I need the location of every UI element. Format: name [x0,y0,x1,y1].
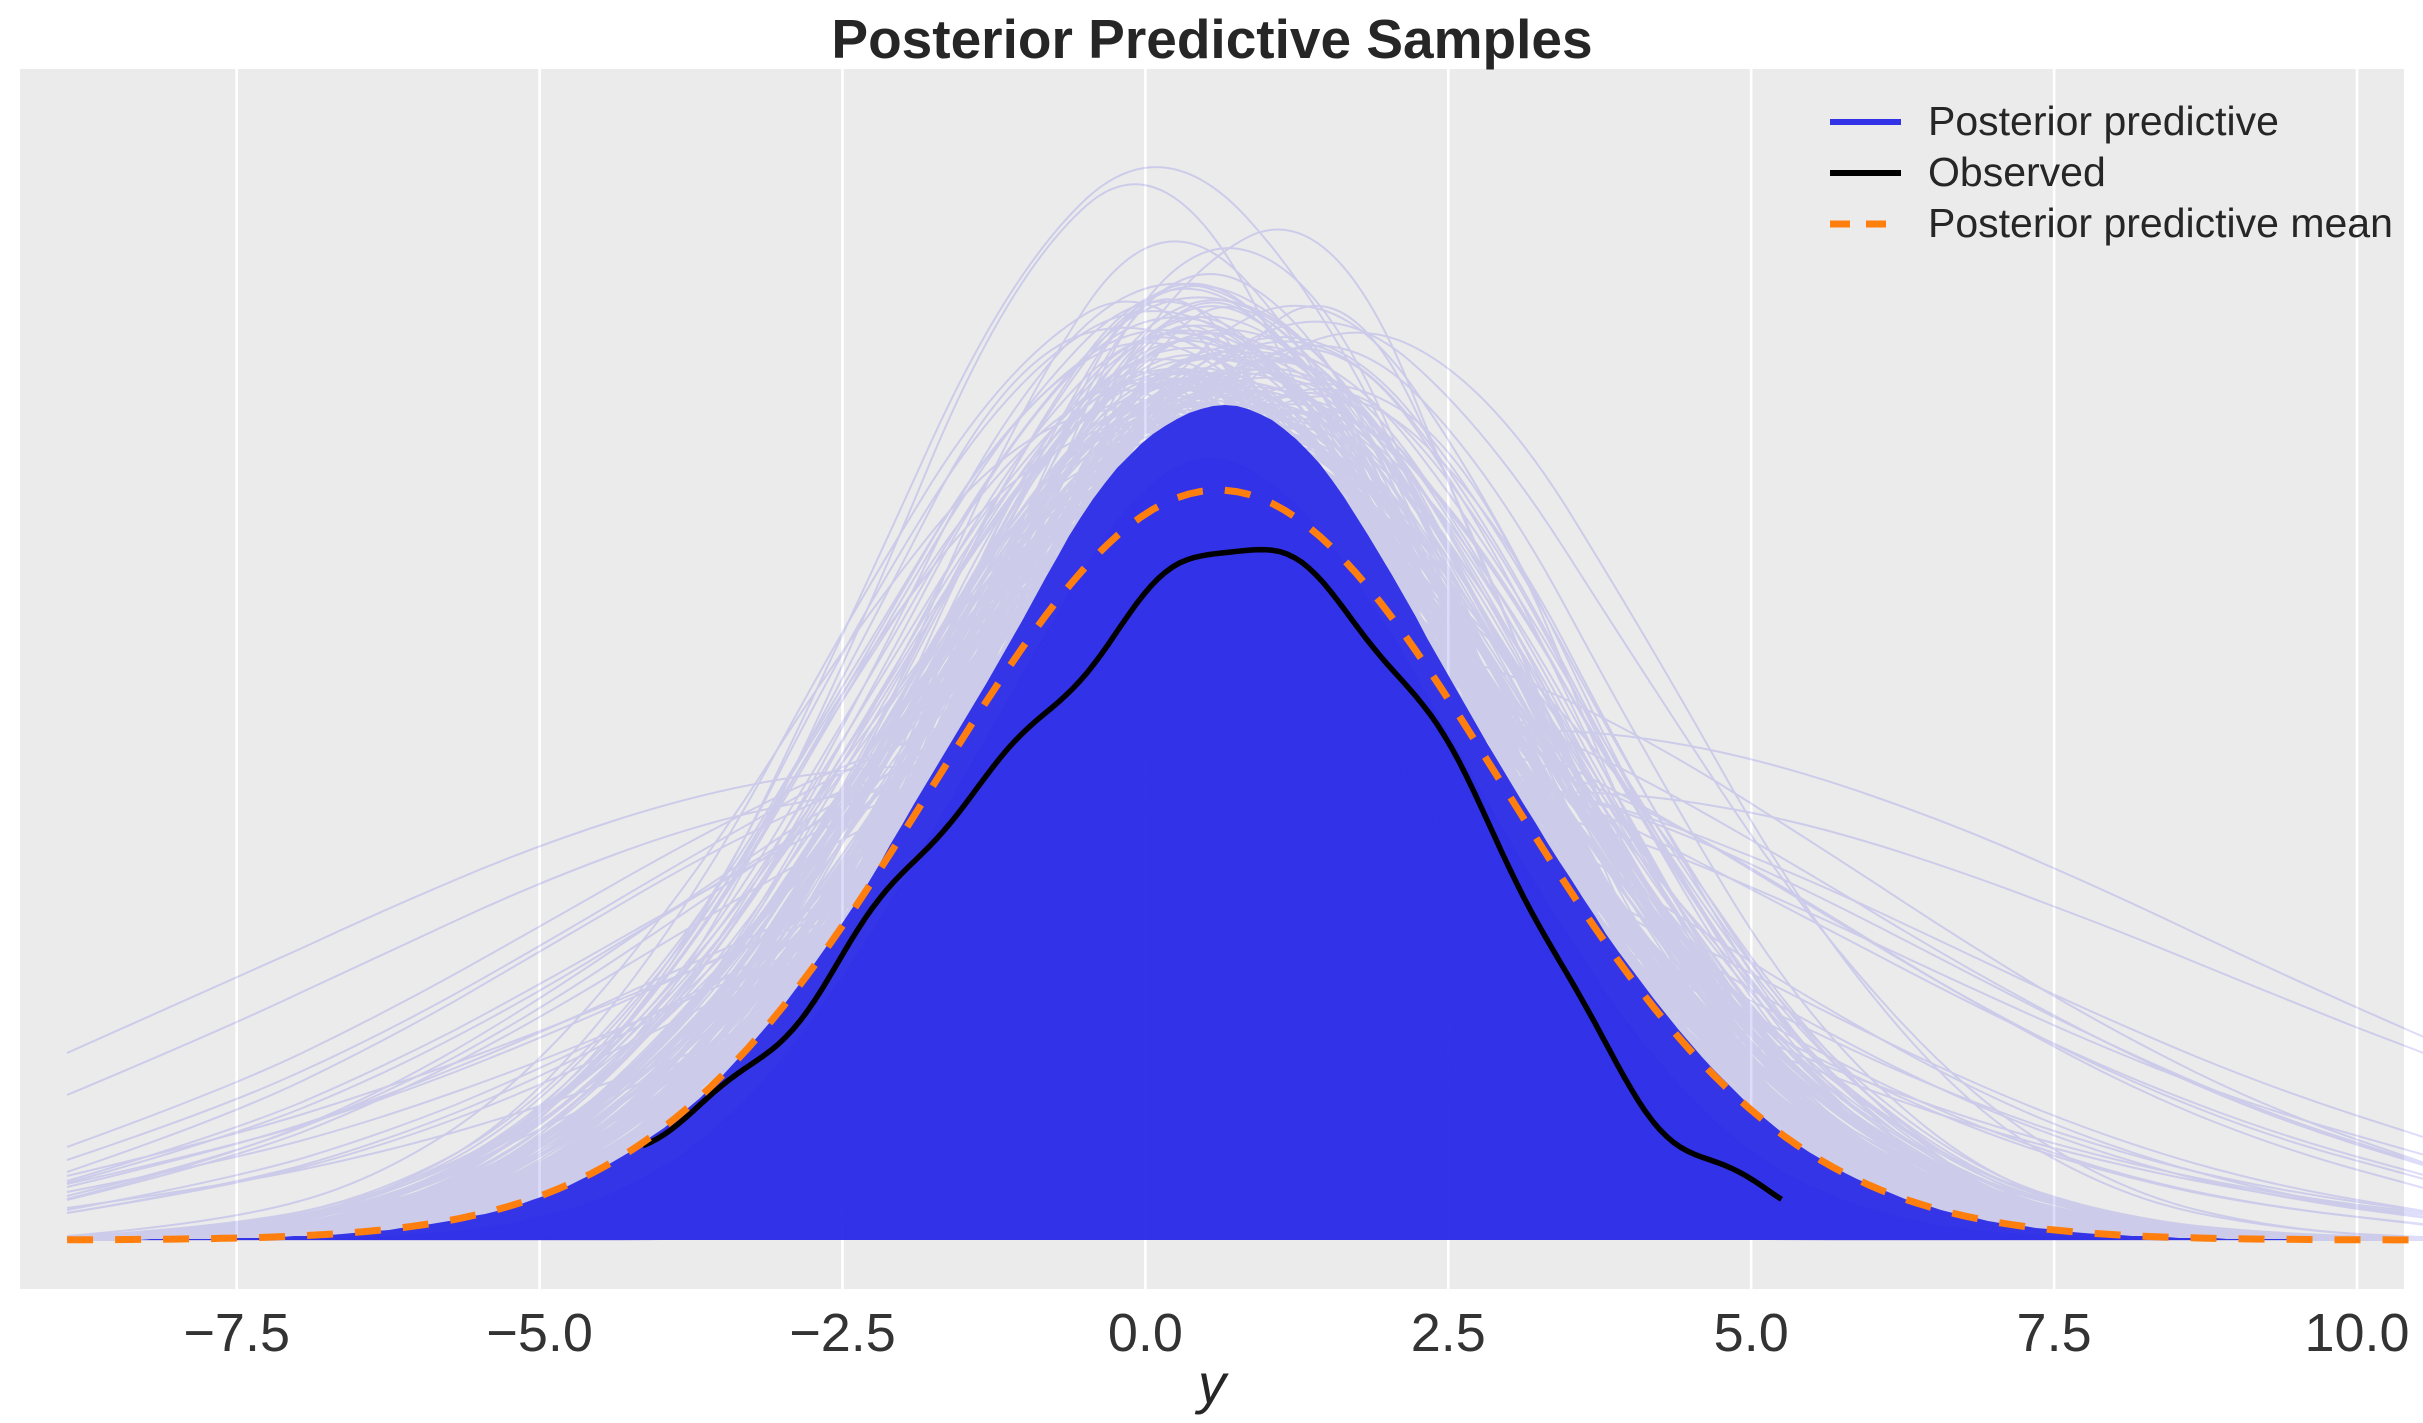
svg-text:5.0: 5.0 [1714,1303,1789,1363]
svg-text:0.0: 0.0 [1108,1303,1183,1363]
svg-text:2.5: 2.5 [1411,1303,1486,1363]
svg-text:Posterior predictive mean: Posterior predictive mean [1928,200,2393,246]
svg-text:−2.5: −2.5 [789,1303,896,1363]
svg-text:7.5: 7.5 [2017,1303,2092,1363]
svg-text:Posterior Predictive Samples: Posterior Predictive Samples [831,8,1592,70]
svg-text:−5.0: −5.0 [486,1303,593,1363]
svg-text:Observed: Observed [1928,149,2106,195]
svg-text:−7.5: −7.5 [183,1303,290,1363]
svg-text:Posterior predictive: Posterior predictive [1928,98,2279,144]
svg-text:y: y [1194,1352,1229,1415]
svg-text:10.0: 10.0 [2304,1303,2409,1363]
